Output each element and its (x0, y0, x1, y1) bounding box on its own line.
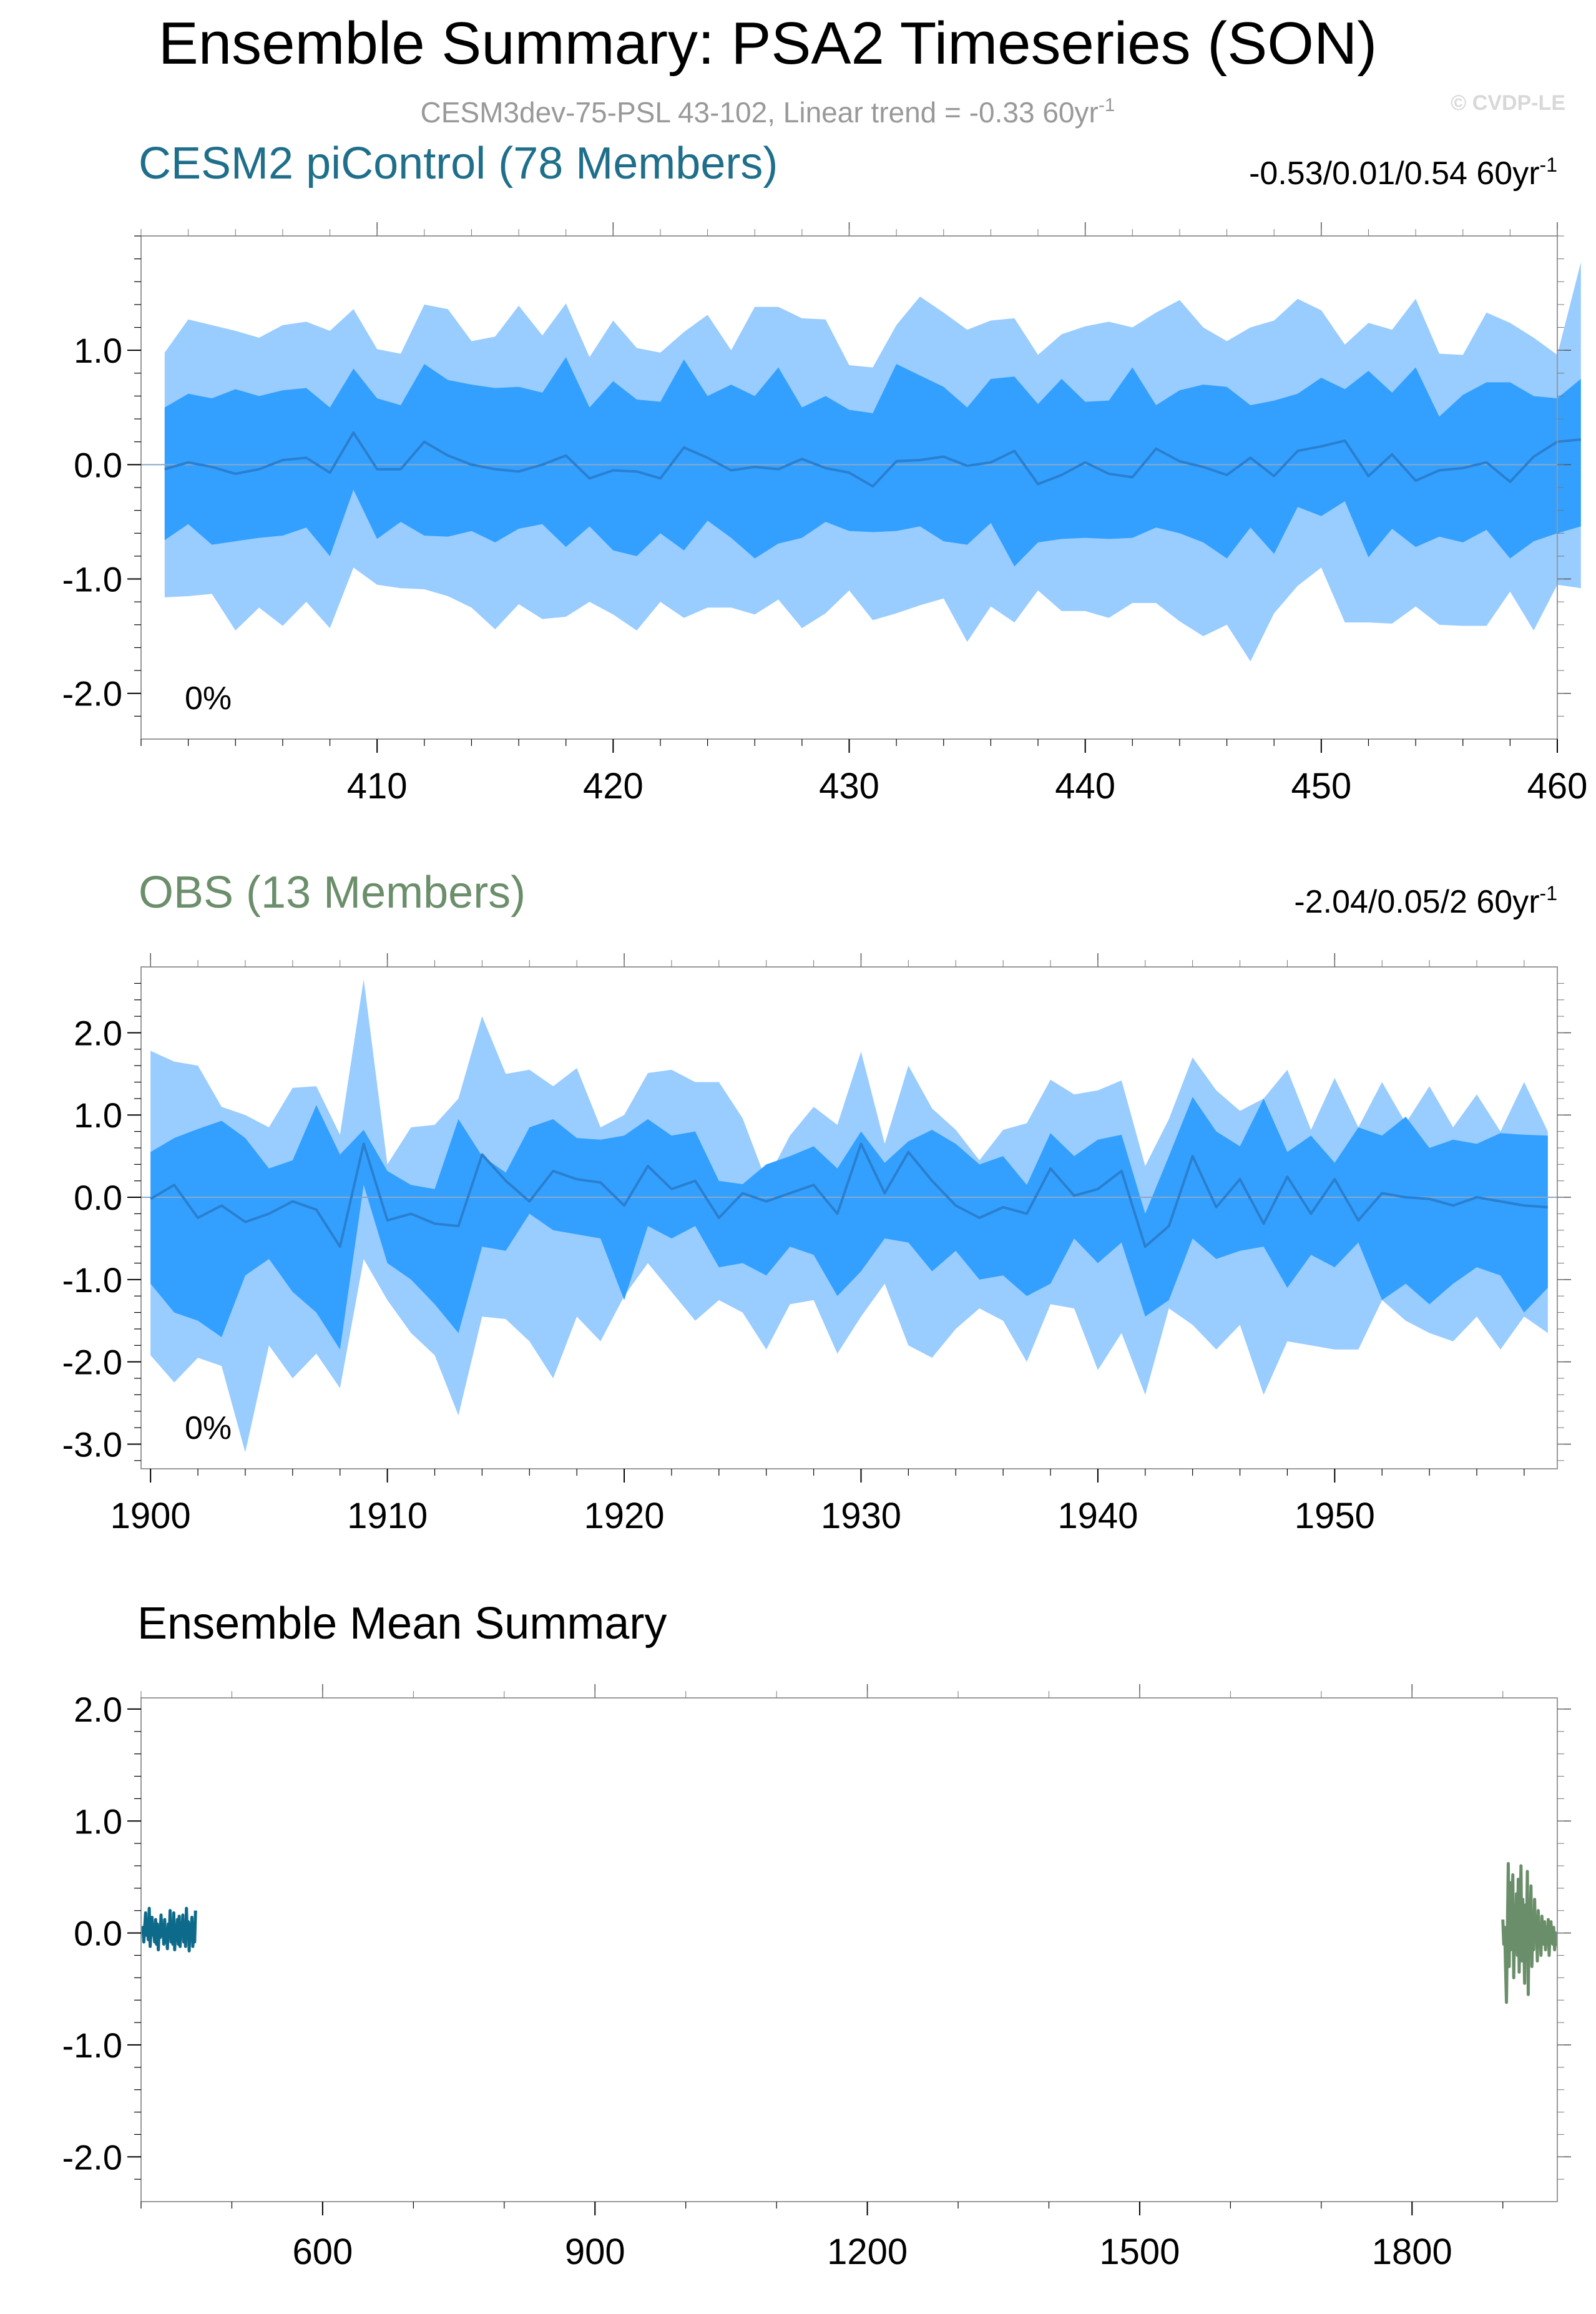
model-panel: CESM2 piControl (78 Members) -0.53/0.01/… (62, 139, 1588, 806)
watermark: © CVDP-LE (1451, 91, 1565, 115)
obs-xtick-label: 1950 (1295, 1496, 1375, 1536)
obs-plot: 0% 2.0 1.0 0.0 -1.0 -2.0 -3.0 1900 1910 1920 1930 1… (62, 953, 1571, 1536)
model-ytick-label: -1.0 (62, 560, 123, 599)
obs-ensemble-mean-line (150, 1142, 1548, 1248)
obs-trend-text: -2.04/0.05/2 60yr (1294, 884, 1539, 920)
obs-percent-label: 0% (185, 1410, 232, 1446)
model-xtick-label: 430 (819, 766, 879, 806)
model-ensemble-mean-line (164, 431, 1582, 488)
model-xtick-label: 410 (347, 766, 408, 806)
figure-title: Ensemble Summary: PSA2 Timeseries (SON) (159, 10, 1378, 77)
model-xtick-label: 420 (583, 766, 644, 806)
obs-xtick-label: 1930 (821, 1496, 901, 1536)
obs-ytick-label: 0.0 (74, 1178, 122, 1217)
model-xtick-label: 440 (1055, 766, 1115, 806)
summary-xtick-label: 1800 (1372, 2232, 1452, 2272)
model-trend-superscript: -1 (1540, 154, 1557, 176)
model-plot: 0% 1.0 0.0 -1.0 -2.0 410 420 430 440 450 460 (62, 222, 1588, 806)
model-trend-text: -0.53/0.01/0.54 60yr (1249, 155, 1539, 192)
model-xtick-label: 460 (1527, 766, 1588, 806)
mean-summary-plot: 2.0 1.0 0.0 -1.0 -2.0 600 900 1200 1500 1800 (62, 1684, 1571, 2272)
obs-xtick-label: 1910 (347, 1496, 428, 1536)
obs-inner-band (150, 1097, 1548, 1350)
summary-background (141, 1698, 1557, 2202)
figure-subtitle: CESM3dev-75-PSL 43-102, Linear trend = -… (421, 95, 1115, 129)
obs-ytick-label: -3.0 (62, 1424, 123, 1464)
summary-obs-mean-line (1501, 1861, 1559, 2004)
mean-summary-panel: Ensemble Mean Summary 2.0 1.0 0.0 -1.0 -2.0 6… (62, 1599, 1571, 2272)
obs-plot-frame (140, 966, 1558, 1469)
model-panel-title: CESM2 piControl (78 Members) (139, 139, 778, 189)
model-trend-label: -0.53/0.01/0.54 60yr-1 (1249, 154, 1557, 192)
obs-ytick-label: 2.0 (74, 1013, 122, 1052)
obs-panel: OBS (13 Members) -2.04/0.05/2 60yr-1 0% 2… (62, 868, 1571, 1536)
model-ytick-label: -2.0 (62, 674, 123, 713)
obs-ytick-label: -1.0 (62, 1260, 123, 1300)
summary-ytick-label: 2.0 (74, 1690, 122, 1729)
obs-ytick-label: -2.0 (62, 1343, 123, 1382)
model-inner-band (164, 357, 1581, 567)
summary-model-mean-line (140, 1906, 197, 1953)
subtitle-superscript: -1 (1099, 95, 1115, 115)
subtitle-text: CESM3dev-75-PSL 43-102, Linear trend = -… (421, 96, 1099, 129)
model-xtick-label: 450 (1291, 766, 1351, 806)
summary-ytick-label: -2.0 (62, 2137, 123, 2177)
summary-ytick-label: 1.0 (74, 1802, 122, 1841)
summary-ytick-label: 0.0 (74, 1914, 122, 1953)
summary-xtick-label: 600 (293, 2232, 353, 2272)
model-ytick-label: 0.0 (74, 445, 122, 484)
summary-xtick-label: 900 (565, 2232, 625, 2272)
model-percent-label: 0% (185, 680, 232, 717)
obs-trend-label: -2.04/0.05/2 60yr-1 (1294, 882, 1557, 920)
summary-xtick-label: 1500 (1099, 2232, 1180, 2272)
obs-xtick-label: 1900 (110, 1496, 191, 1536)
summary-ytick-label: -1.0 (62, 2026, 123, 2065)
obs-xtick-label: 1940 (1057, 1496, 1138, 1536)
obs-trend-superscript: -1 (1540, 882, 1557, 905)
model-ytick-label: 1.0 (74, 331, 122, 370)
obs-ytick-label: 1.0 (74, 1096, 122, 1135)
summary-xtick-label: 1200 (827, 2232, 908, 2272)
summary-plot-frame (140, 1697, 1558, 2202)
obs-panel-title: OBS (13 Members) (139, 868, 526, 918)
mean-summary-title: Ensemble Mean Summary (137, 1599, 667, 1649)
obs-xtick-label: 1920 (584, 1496, 665, 1536)
